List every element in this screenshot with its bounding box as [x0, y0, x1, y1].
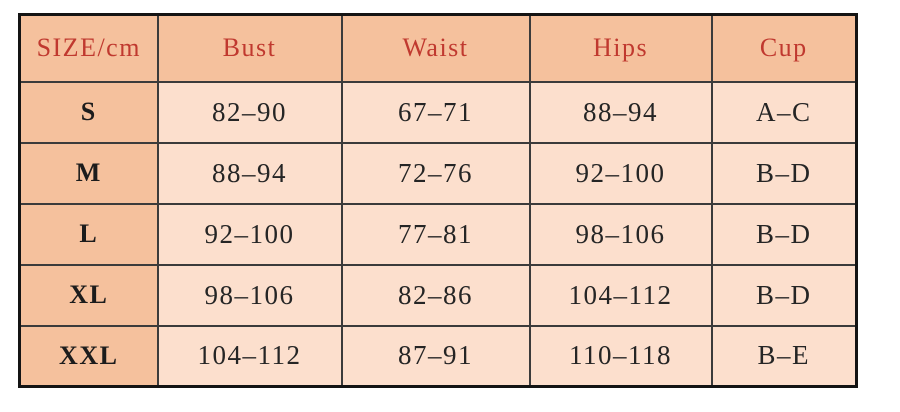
table-row-s: S 82–90 67–71 88–94 A–C	[18, 80, 858, 144]
column-header-waist: Waist	[340, 13, 531, 83]
cell-l-bust: 92–100	[156, 202, 343, 266]
row-label-xl: XL	[18, 263, 159, 327]
table-row-xl: XL 98–106 82–86 104–112 B–D	[18, 263, 858, 327]
header-row: SIZE/cm Bust Waist Hips Cup	[18, 13, 858, 83]
column-header-bust: Bust	[156, 13, 343, 83]
table-row-l: L 92–100 77–81 98–106 B–D	[18, 202, 858, 266]
cell-m-waist: 72–76	[340, 141, 531, 205]
cell-xl-bust: 98–106	[156, 263, 343, 327]
row-label-m: M	[18, 141, 159, 205]
table-row-xxl: XXL 104–112 87–91 110–118 B–E	[18, 324, 858, 388]
cell-s-cup: A–C	[710, 80, 858, 144]
size-chart-table: SIZE/cm Bust Waist Hips Cup S 82–90 67–7…	[18, 13, 858, 388]
cell-xxl-waist: 87–91	[340, 324, 531, 388]
cell-xl-waist: 82–86	[340, 263, 531, 327]
cell-l-hips: 98–106	[528, 202, 713, 266]
column-header-cup: Cup	[710, 13, 858, 83]
cell-m-bust: 88–94	[156, 141, 343, 205]
cell-s-hips: 88–94	[528, 80, 713, 144]
cell-xxl-bust: 104–112	[156, 324, 343, 388]
row-label-s: S	[18, 80, 159, 144]
cell-xxl-cup: B–E	[710, 324, 858, 388]
row-label-l: L	[18, 202, 159, 266]
cell-xl-hips: 104–112	[528, 263, 713, 327]
cell-s-bust: 82–90	[156, 80, 343, 144]
table-row-m: M 88–94 72–76 92–100 B–D	[18, 141, 858, 205]
column-header-size: SIZE/cm	[18, 13, 159, 83]
cell-xxl-hips: 110–118	[528, 324, 713, 388]
row-label-xxl: XXL	[18, 324, 159, 388]
column-header-hips: Hips	[528, 13, 713, 83]
cell-s-waist: 67–71	[340, 80, 531, 144]
cell-l-waist: 77–81	[340, 202, 531, 266]
cell-m-cup: B–D	[710, 141, 858, 205]
cell-l-cup: B–D	[710, 202, 858, 266]
cell-m-hips: 92–100	[528, 141, 713, 205]
cell-xl-cup: B–D	[710, 263, 858, 327]
